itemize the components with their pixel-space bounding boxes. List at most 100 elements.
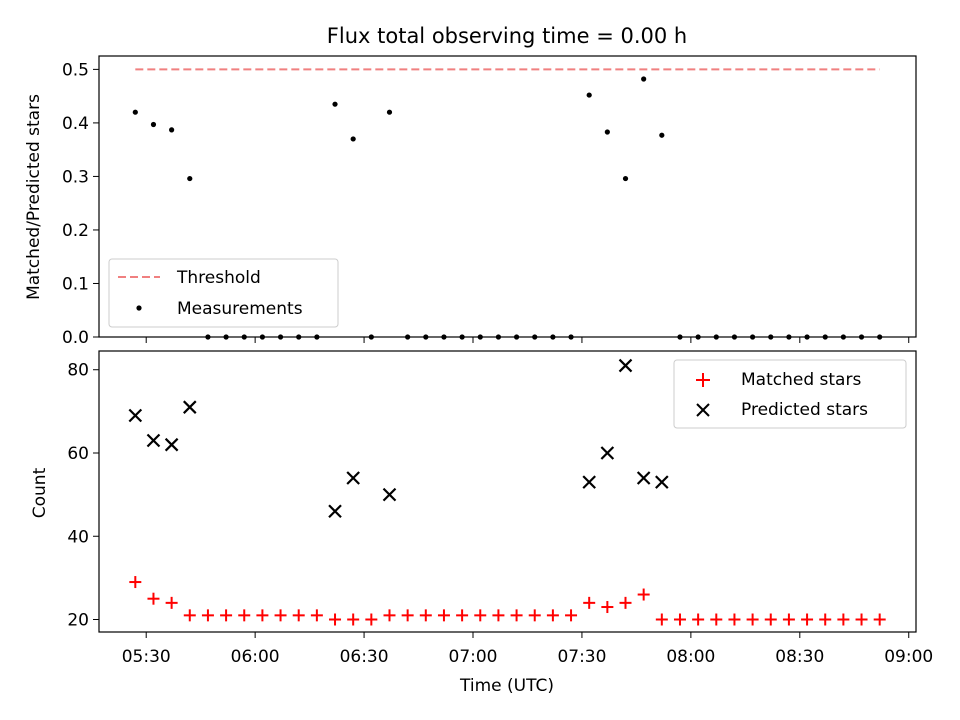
- matched-star-point: [256, 609, 269, 622]
- matched-star-point: [419, 609, 432, 622]
- measurement-point: [386, 109, 393, 115]
- matched-star-point: [601, 601, 614, 614]
- predicted-star-point: [382, 487, 397, 502]
- matched-star-point: [873, 613, 886, 626]
- count-x-tick-label: 08:00: [666, 647, 715, 667]
- count-x-ticks: 05:30 06:00 06:30 07:00 07:30 08:00 08:30 09:00: [122, 632, 933, 667]
- threshold-legend-label: Threshold: [176, 268, 261, 288]
- matched-star-point: [782, 613, 795, 626]
- measurements-legend-label: Measurements: [177, 299, 303, 319]
- measurements-legend-swatch: [136, 305, 142, 311]
- matched-star-point: [292, 609, 305, 622]
- matched-star-point: [347, 613, 360, 626]
- count-x-tick-label: 08:30: [775, 647, 824, 667]
- matched-star-point: [201, 609, 214, 622]
- predicted-star-point: [618, 358, 633, 373]
- ratio-legend-box: [108, 258, 339, 328]
- matched-star-point: [565, 609, 578, 622]
- matched-star-point: [855, 613, 868, 626]
- count-x-tick-label: 05:30: [122, 647, 171, 667]
- measurement-point: [132, 109, 138, 115]
- count-y-tick-label: 80: [67, 361, 89, 381]
- matched-star-point: [365, 613, 378, 626]
- ratio-panel: Flux total observing time = 0.00 h 0.0 0.…: [24, 24, 917, 348]
- matched-star-point: [510, 609, 523, 622]
- measurement-point: [187, 175, 193, 182]
- matched-star-point: [583, 596, 596, 609]
- matched-star-point: [474, 609, 487, 622]
- matched-star-point: [329, 613, 342, 626]
- count-x-tick-label: 06:00: [231, 647, 280, 667]
- count-x-tick-label: 07:30: [557, 647, 606, 667]
- matched-star-point: [837, 613, 850, 626]
- matched-star-point: [546, 609, 559, 622]
- matched-star-point: [528, 609, 541, 622]
- matched-star-point: [383, 609, 396, 622]
- matched-star-point: [764, 613, 777, 626]
- matched-star-point: [619, 596, 632, 609]
- predicted-star-point: [582, 475, 596, 489]
- count-y-ticks: 20 40 60 80: [67, 361, 99, 631]
- count-y-tick-label: 20: [67, 611, 89, 631]
- matched-star-point: [183, 609, 196, 622]
- matched-star-point: [692, 613, 705, 626]
- ratio-y-tick-label: 0.5: [62, 60, 89, 80]
- ratio-y-tick-label: 0.0: [62, 328, 89, 348]
- count-legend-box: [673, 359, 907, 429]
- measurement-point: [604, 129, 610, 135]
- matched-star-point: [673, 613, 686, 626]
- count-y-axis-label: Count: [30, 467, 50, 518]
- predicted-star-point: [146, 433, 161, 448]
- predicted-star-point: [600, 446, 615, 460]
- matched-star-point: [728, 613, 741, 626]
- matched-legend-swatch: [696, 373, 710, 387]
- ratio-y-ticks: 0.0 0.1 0.2 0.3 0.4 0.5: [62, 60, 99, 348]
- chart-title: Flux total observing time = 0.00 h: [327, 24, 687, 48]
- matched-star-point: [220, 609, 233, 622]
- matched-star-point: [129, 576, 142, 589]
- predicted-star-point: [655, 475, 669, 489]
- count-y-tick-label: 60: [67, 444, 89, 464]
- predicted-star-point: [128, 408, 143, 423]
- ratio-x-ticks: [145, 337, 910, 343]
- matched-star-point: [655, 613, 668, 626]
- measurement-point: [586, 92, 592, 98]
- count-legend: Matched stars Predicted stars: [673, 359, 907, 429]
- measurement-point: [641, 76, 647, 82]
- measurement-point: [169, 127, 175, 133]
- matched-star-point: [165, 596, 178, 609]
- matched-star-point: [637, 588, 650, 601]
- matched-star-point: [801, 613, 814, 626]
- matched-star-point: [437, 609, 450, 622]
- matched-star-point: [710, 613, 723, 626]
- ratio-y-tick-label: 0.1: [62, 274, 89, 294]
- ratio-y-axis-label: Matched/Predicted stars: [24, 94, 44, 300]
- measurement-point: [622, 175, 629, 182]
- predicted-star-point: [182, 400, 197, 414]
- predicted-star-point: [636, 471, 651, 485]
- ratio-y-tick-label: 0.4: [62, 114, 89, 134]
- ratio-legend: Threshold Measurements: [108, 258, 339, 328]
- matched-star-point: [238, 609, 251, 622]
- predicted-star-point: [328, 504, 342, 519]
- ratio-axes-frame: [98, 55, 917, 338]
- matched-star-point: [492, 609, 505, 622]
- count-x-tick-label: 06:30: [340, 647, 389, 667]
- matched-legend-label: Matched stars: [741, 370, 861, 390]
- predicted-star-point: [346, 471, 360, 485]
- count-x-tick-label: 09:00: [884, 647, 933, 667]
- matched-star-point: [746, 613, 759, 626]
- matched-star-point: [147, 592, 160, 605]
- measurement-point: [332, 101, 338, 107]
- measurement-point: [150, 121, 157, 128]
- ratio-y-tick-label: 0.3: [62, 167, 89, 187]
- count-axes-frame: [98, 350, 917, 633]
- matched-star-point: [456, 609, 469, 622]
- predicted-legend-label: Predicted stars: [741, 400, 868, 420]
- measurement-point: [659, 132, 665, 138]
- matched-star-point: [310, 609, 323, 622]
- matched-star-point: [819, 613, 832, 626]
- matched-star-point: [274, 609, 287, 622]
